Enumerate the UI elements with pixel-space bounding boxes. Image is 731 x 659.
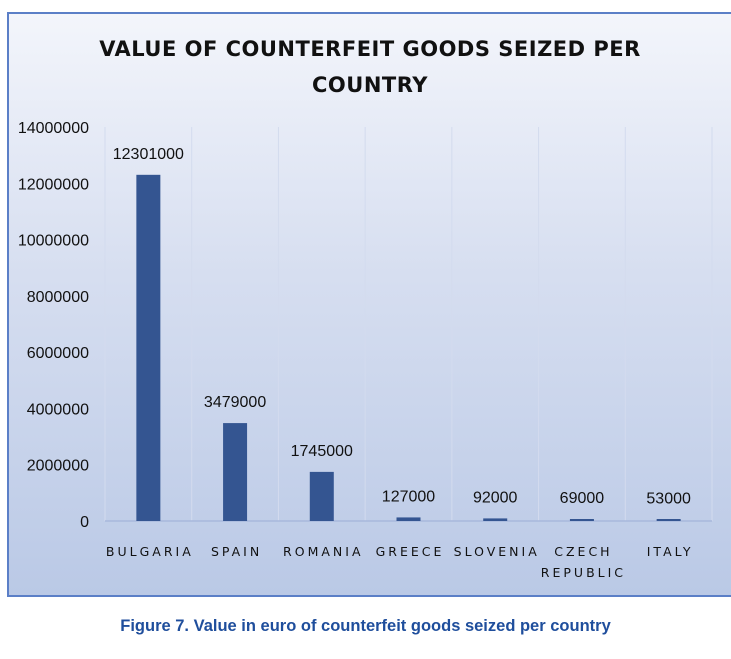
bar-chart: VALUE OF COUNTERFEIT GOODS SEIZED PER CO… — [18, 37, 713, 580]
chart-title-line-1: VALUE OF COUNTERFEIT GOODS SEIZED PER — [99, 37, 641, 61]
category-label: SLOVENIA — [454, 544, 540, 559]
figure-caption: Figure 7. Value in euro of counterfeit g… — [120, 617, 611, 635]
bar — [223, 423, 248, 521]
data-label: 69000 — [560, 490, 605, 507]
data-label: 1745000 — [291, 443, 353, 460]
bar — [309, 471, 334, 521]
category-label: REPUBLIC — [541, 565, 626, 580]
y-tick-label: 12000000 — [18, 176, 89, 193]
data-label: 53000 — [646, 491, 691, 508]
category-label: SPAIN — [211, 544, 262, 559]
chart-title-line-2: COUNTRY — [312, 73, 428, 97]
bars — [136, 174, 681, 522]
bar — [656, 519, 681, 521]
y-tick-label: 0 — [80, 514, 89, 531]
y-tick-label: 8000000 — [27, 289, 89, 306]
chart-frame — [7, 12, 731, 597]
bar — [483, 518, 508, 521]
y-axis-ticks: 0 2000000 4000000 6000000 8000000 10000000 120… — [18, 120, 89, 531]
data-label: 3479000 — [204, 394, 266, 411]
gridlines — [104, 127, 713, 522]
category-label: ROMANIA — [283, 544, 363, 559]
bar — [396, 517, 421, 521]
category-label: ITALY — [647, 544, 694, 559]
y-tick-label: 2000000 — [27, 458, 89, 475]
bar — [569, 519, 594, 521]
data-label: 12301000 — [113, 146, 184, 163]
y-tick-label: 6000000 — [27, 345, 89, 362]
x-axis-categories: BULGARIA SPAIN ROMANIA GREECE SLOVENIA CZECH R… — [106, 544, 694, 580]
category-label: BULGARIA — [106, 544, 194, 559]
data-label: 127000 — [382, 488, 435, 505]
data-label: 92000 — [473, 489, 518, 506]
category-label: GREECE — [376, 544, 445, 559]
category-label: CZECH — [554, 544, 612, 559]
y-tick-label: 10000000 — [18, 233, 89, 250]
data-labels: 12301000 3479000 1745000 127000 92000 69000 53… — [113, 146, 691, 508]
bar — [136, 174, 161, 522]
y-tick-label: 4000000 — [27, 401, 89, 418]
y-tick-label: 14000000 — [18, 120, 89, 137]
